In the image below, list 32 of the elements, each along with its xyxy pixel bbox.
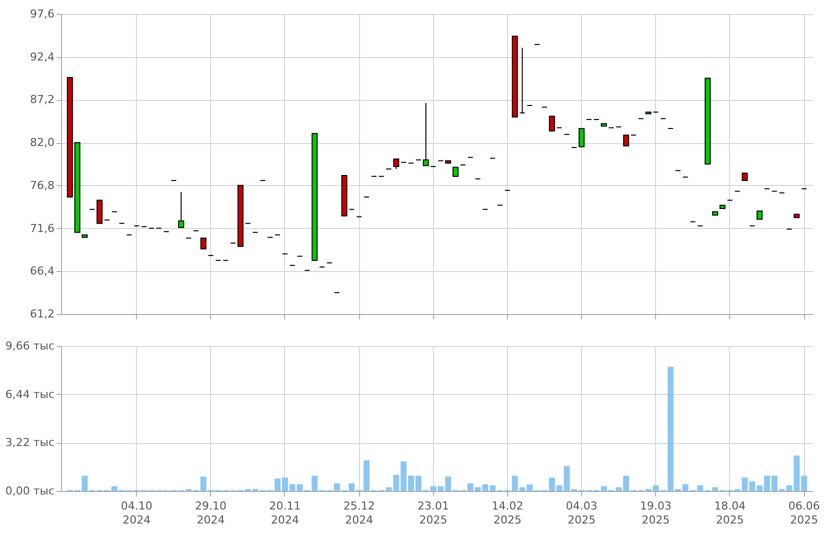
y-tick-label: 3,22 тыс <box>5 436 54 450</box>
y-tick-label: 92,4 <box>30 50 54 64</box>
candlestick <box>548 116 555 132</box>
candlestick <box>519 47 526 114</box>
x-tick-label: 18.04 2025 <box>714 500 746 526</box>
y-tick-label: 71,6 <box>30 222 54 235</box>
candlestick <box>578 128 585 148</box>
candlestick <box>96 200 103 224</box>
x-tick-label: 29.10 2024 <box>195 500 227 526</box>
x-tick-label: 19.03 2025 <box>640 500 672 526</box>
candlestick <box>200 238 206 250</box>
y-tick-label: 61,2 <box>30 308 54 320</box>
y-tick-label: 82,0 <box>30 136 54 150</box>
y-tick-label: 6,44 тыс <box>5 388 54 401</box>
y-tick-label: 76,8 <box>30 178 54 192</box>
y-tick-label: 66,4 <box>30 264 54 278</box>
y-tick-label: 97,6 <box>30 8 54 20</box>
x-tick-label: 20.11 2024 <box>269 500 301 526</box>
x-tick-label: 14.02 2025 <box>492 500 524 526</box>
candlestick <box>623 134 630 146</box>
candlestick <box>422 102 429 166</box>
candlestick <box>393 158 400 170</box>
candlestick <box>452 166 459 177</box>
x-tick-label: 25.12 2024 <box>343 500 375 526</box>
x-tick-label: 06.06 2025 <box>788 500 820 526</box>
x-tick-label: 23.01 2025 <box>418 500 450 526</box>
candlestick <box>178 192 184 228</box>
y-tick-label: 0,00 тыс <box>5 484 54 498</box>
x-tick-label: 04.03 2025 <box>566 500 598 526</box>
y-tick-label: 87,2 <box>30 93 54 106</box>
y-tick-label: 9,66 тыс <box>5 340 54 352</box>
x-tick-label: 04.10 2024 <box>120 500 152 526</box>
